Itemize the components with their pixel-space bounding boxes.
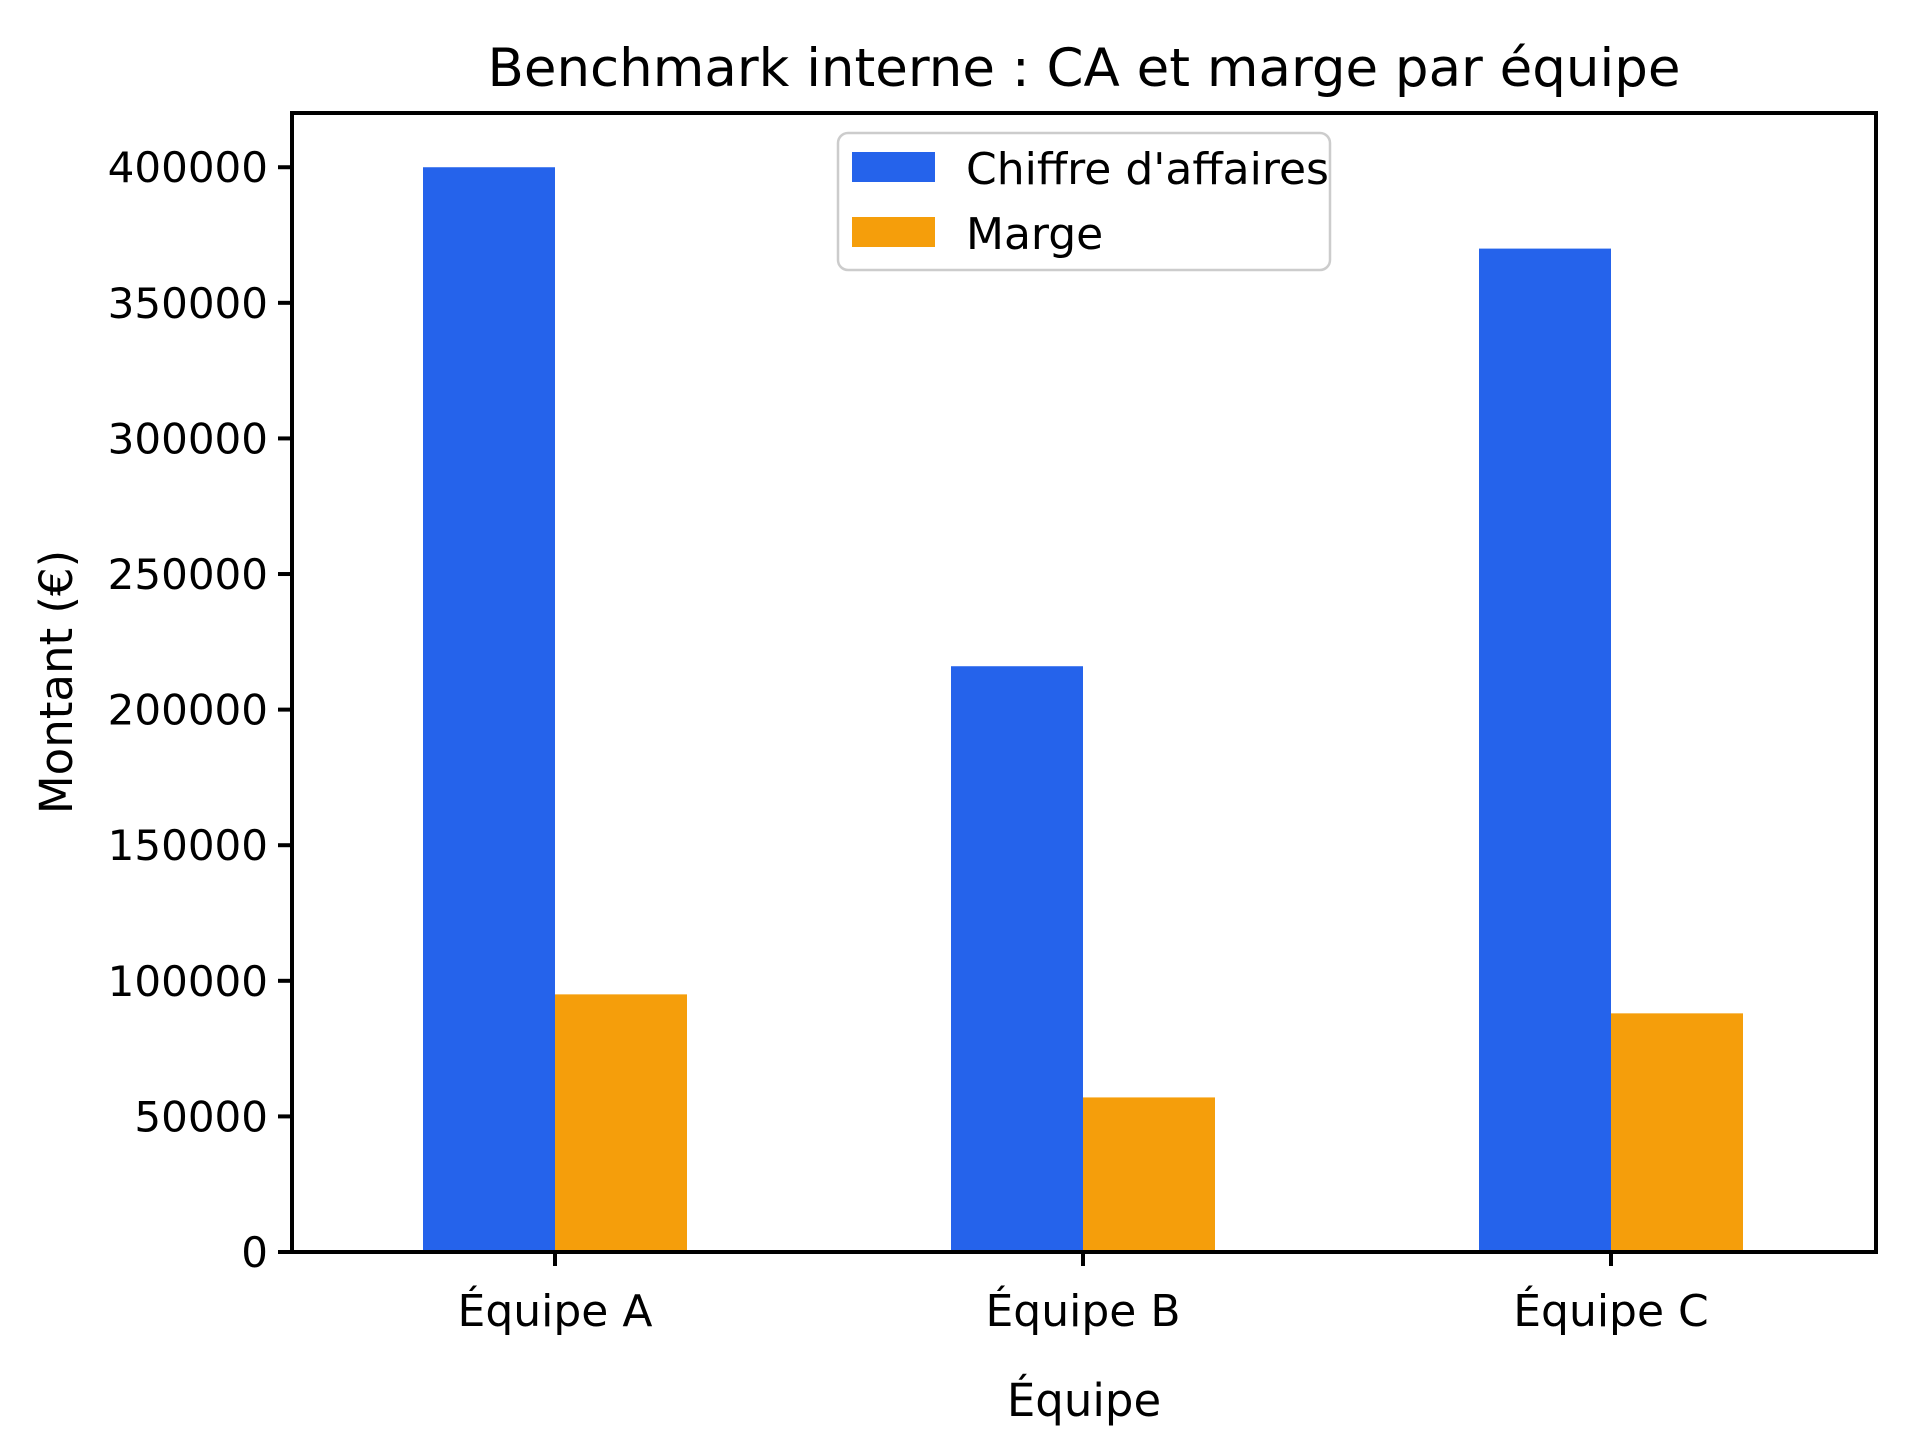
y-tick-label: 100000: [108, 957, 268, 1006]
bar-marge--quipe-a: [555, 994, 687, 1252]
plot-area: 0 50000 100000 150000 200000 250000 300000 3500…: [108, 111, 1878, 1337]
y-tick-label: 300000: [108, 414, 268, 463]
bar-chiffre-d-affaires--quipe-c: [1479, 248, 1611, 1253]
bar-chiffre-d-affaires--quipe-a: [423, 167, 555, 1253]
bar-chiffre-d-affaires--quipe-b: [951, 666, 1083, 1252]
y-tick-label: 50000: [134, 1092, 268, 1141]
chart-title: Benchmark interne : CA et marge par équi…: [487, 38, 1680, 99]
y-tick-label: 150000: [108, 821, 268, 870]
x-tick-label: Équipe B: [985, 1284, 1180, 1337]
x-tick-label: Équipe C: [1513, 1284, 1709, 1337]
legend: Chiffre d'affaires Marge: [836, 131, 1332, 272]
y-tick-label: 350000: [108, 279, 268, 328]
legend-label-chiffre-daffaires: Chiffre d'affaires: [966, 144, 1329, 195]
y-tick-label: 250000: [108, 550, 268, 599]
plot-frame: [290, 111, 1878, 1254]
y-axis-label: Montant (€): [30, 550, 83, 814]
y-tick-label: 400000: [108, 143, 268, 192]
bar-marge--quipe-c: [1611, 1013, 1743, 1252]
y-tick-label: 0: [241, 1228, 268, 1277]
legend-swatch-marge: [852, 217, 935, 247]
legend-box: [836, 131, 1332, 272]
y-tick-label: 200000: [108, 686, 268, 735]
x-tick-label: Équipe A: [458, 1284, 653, 1337]
x-axis-label: Équipe: [1007, 1374, 1161, 1427]
legend-label-marge: Marge: [966, 209, 1103, 260]
bar-marge--quipe-b: [1083, 1097, 1215, 1252]
legend-swatch-chiffre-daffaires: [852, 152, 935, 182]
